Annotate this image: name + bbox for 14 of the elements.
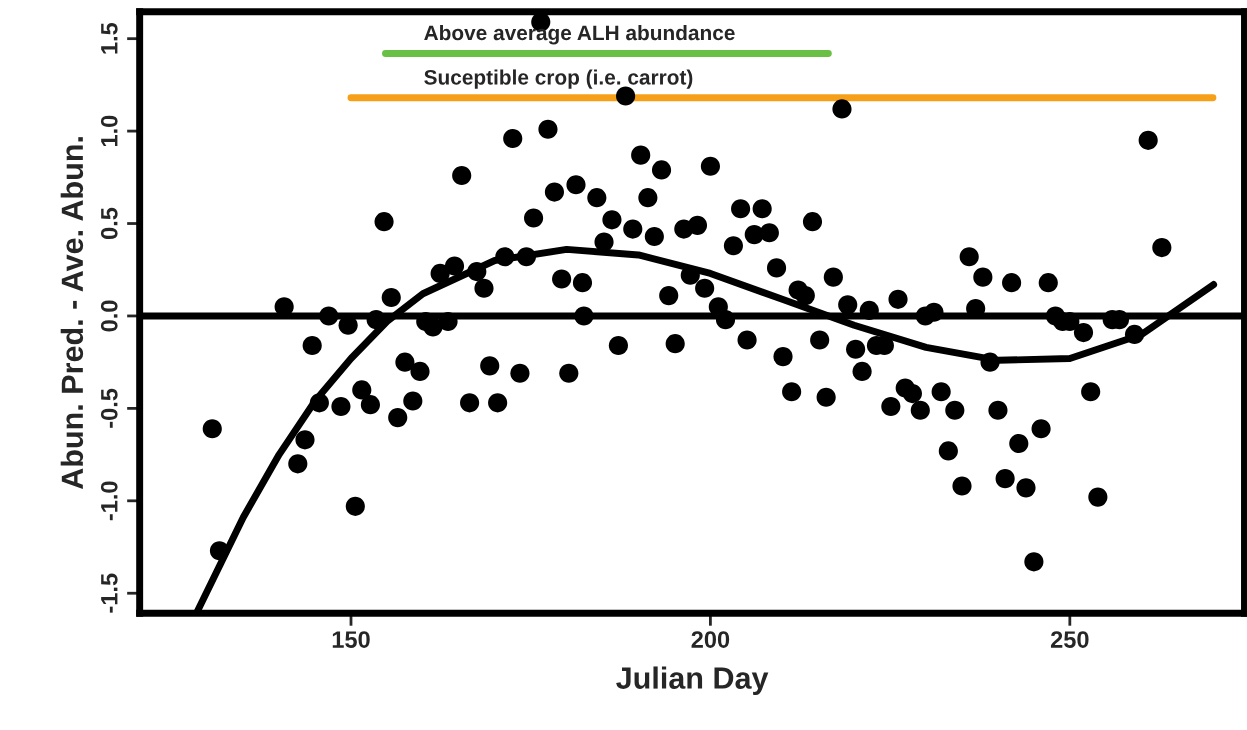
y-tick-label: 0.5 bbox=[100, 207, 118, 239]
x-tick-label: 200 bbox=[691, 631, 730, 648]
series-label: Above average ALH abundance bbox=[424, 24, 735, 45]
x-axis-title: Julian Day bbox=[616, 666, 769, 695]
y-tick-label: -1.0 bbox=[100, 481, 118, 521]
y-tick-label: -1.5 bbox=[101, 573, 118, 613]
x-tick-label: 150 bbox=[332, 631, 370, 648]
y-tick-label: 1.5 bbox=[101, 22, 118, 54]
y-tick-label: 1.0 bbox=[100, 115, 118, 147]
y-tick-label: 0.0 bbox=[100, 300, 118, 332]
x-tick-label: 250 bbox=[1050, 631, 1089, 648]
y-tick-label: -0.5 bbox=[100, 388, 118, 428]
y-axis-title: Abun. Pred. - Ave. Abun. bbox=[60, 137, 84, 490]
series-label: Suceptible crop (i.e. carrot) bbox=[424, 69, 693, 89]
